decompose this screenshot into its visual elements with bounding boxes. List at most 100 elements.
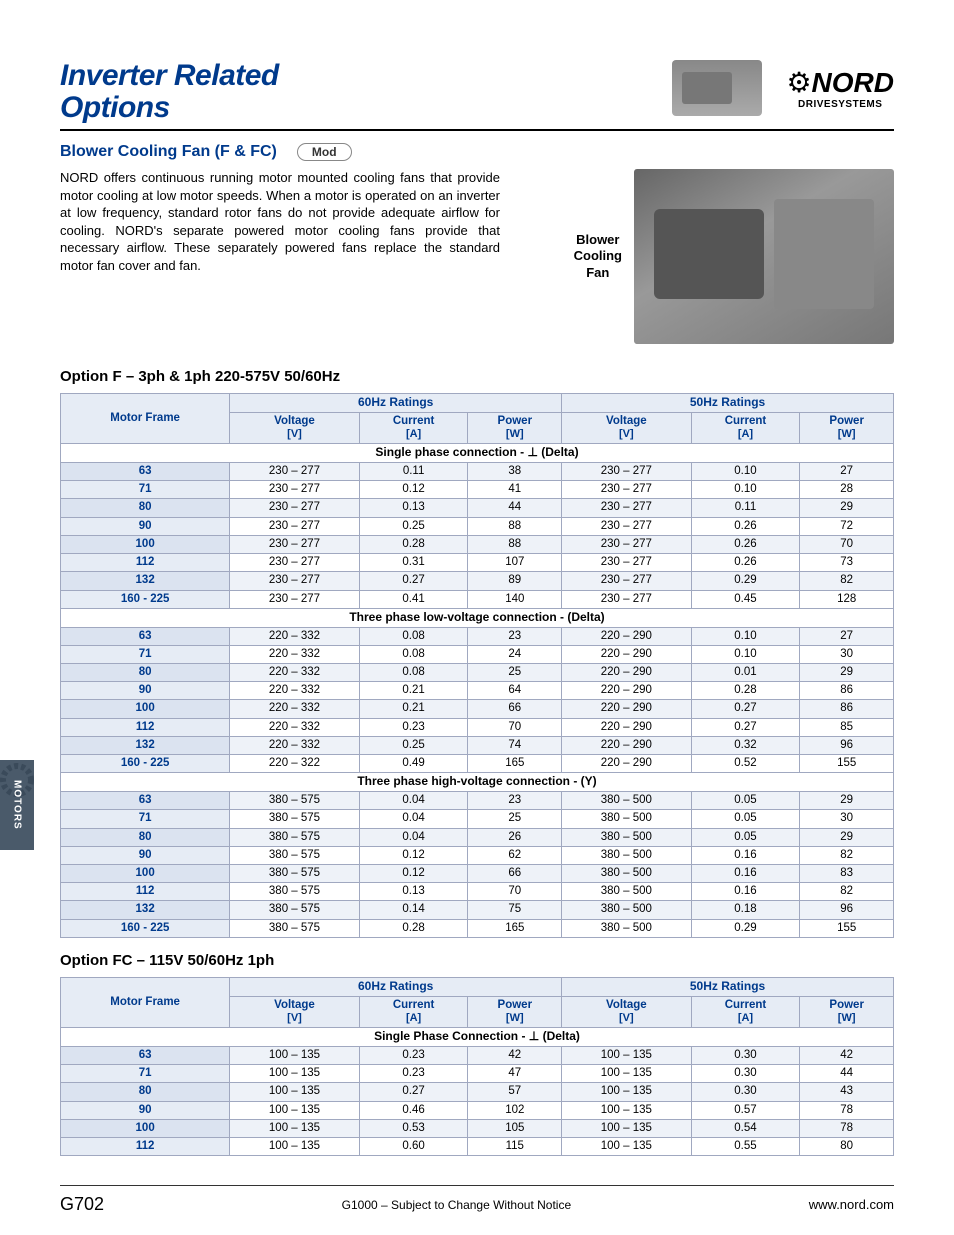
cell-value: 380 – 500 <box>562 883 691 901</box>
cell-value: 0.12 <box>359 865 468 883</box>
mod-badge: Mod <box>297 143 352 161</box>
cell-value: 0.12 <box>359 481 468 499</box>
table-section-label: Single phase connection - ⊥ (Delta) <box>61 444 894 463</box>
page-header: Inverter Related Options ⚙NORD DRIVESYST… <box>60 60 894 131</box>
table-row: 160 - 225220 – 3220.49165220 – 2900.5215… <box>61 755 894 773</box>
cell-value: 100 – 135 <box>562 1119 691 1137</box>
cell-value: 380 – 575 <box>230 792 359 810</box>
table-row: 112230 – 2770.31107230 – 2770.2673 <box>61 554 894 572</box>
table-row: 63380 – 5750.0423380 – 5000.0529 <box>61 792 894 810</box>
cell-value: 0.10 <box>691 481 800 499</box>
cell-motor-frame: 160 - 225 <box>61 590 230 608</box>
cell-value: 230 – 277 <box>230 499 359 517</box>
cell-value: 220 – 332 <box>230 718 359 736</box>
cell-value: 0.45 <box>691 590 800 608</box>
cell-value: 29 <box>800 499 894 517</box>
cell-motor-frame: 100 <box>61 1119 230 1137</box>
cell-value: 82 <box>800 846 894 864</box>
cell-value: 0.30 <box>691 1046 800 1064</box>
cell-value: 0.31 <box>359 554 468 572</box>
cell-motor-frame: 100 <box>61 700 230 718</box>
cell-value: 165 <box>468 755 562 773</box>
nord-logo: ⚙NORD DRIVESYSTEMS <box>786 66 894 110</box>
cell-value: 43 <box>800 1083 894 1101</box>
cell-value: 44 <box>468 499 562 517</box>
cell-value: 30 <box>800 810 894 828</box>
cell-value: 0.49 <box>359 755 468 773</box>
cell-value: 0.32 <box>691 736 800 754</box>
cell-motor-frame: 100 <box>61 535 230 553</box>
intro-paragraph: NORD offers continuous running motor mou… <box>60 169 500 274</box>
cell-value: 0.25 <box>359 517 468 535</box>
cell-value: 140 <box>468 590 562 608</box>
cell-value: 100 – 135 <box>230 1119 359 1137</box>
cell-value: 0.14 <box>359 901 468 919</box>
cell-motor-frame: 63 <box>61 1046 230 1064</box>
table-row: 112220 – 3320.2370220 – 2900.2785 <box>61 718 894 736</box>
cell-value: 0.27 <box>359 1083 468 1101</box>
table-f-body: Single phase connection - ⊥ (Delta)63230… <box>61 444 894 938</box>
col-w50: Power[W] <box>800 412 894 443</box>
section-heading-row: Blower Cooling Fan (F & FC) Mod <box>60 143 894 161</box>
cell-value: 380 – 575 <box>230 846 359 864</box>
cell-value: 29 <box>800 828 894 846</box>
col-v60: Voltage[V] <box>230 412 359 443</box>
col-a50: Current[A] <box>691 412 800 443</box>
cell-value: 42 <box>468 1046 562 1064</box>
cell-value: 220 – 290 <box>562 645 691 663</box>
cell-motor-frame: 112 <box>61 718 230 736</box>
blower-fan-image <box>634 169 894 344</box>
cell-motor-frame: 160 - 225 <box>61 919 230 937</box>
cell-value: 86 <box>800 682 894 700</box>
cell-value: 230 – 277 <box>230 590 359 608</box>
cell-value: 74 <box>468 736 562 754</box>
table-row: 71100 – 1350.2347100 – 1350.3044 <box>61 1065 894 1083</box>
cell-value: 0.16 <box>691 846 800 864</box>
cell-value: 380 – 500 <box>562 919 691 937</box>
cell-value: 23 <box>468 792 562 810</box>
cell-value: 115 <box>468 1138 562 1156</box>
cell-value: 66 <box>468 700 562 718</box>
cell-value: 380 – 575 <box>230 810 359 828</box>
cell-value: 0.18 <box>691 901 800 919</box>
cell-value: 230 – 277 <box>562 517 691 535</box>
cell-value: 0.57 <box>691 1101 800 1119</box>
cell-value: 380 – 575 <box>230 883 359 901</box>
fan-image-label: BlowerCoolingFan <box>574 232 622 281</box>
cell-value: 380 – 500 <box>562 846 691 864</box>
cell-value: 380 – 575 <box>230 901 359 919</box>
cell-value: 0.16 <box>691 883 800 901</box>
header-logos: ⚙NORD DRIVESYSTEMS <box>672 60 894 116</box>
cell-value: 100 – 135 <box>562 1083 691 1101</box>
cell-motor-frame: 80 <box>61 828 230 846</box>
cell-value: 0.01 <box>691 664 800 682</box>
motor-thumbnail-image <box>672 60 762 116</box>
cell-value: 155 <box>800 919 894 937</box>
cell-value: 380 – 575 <box>230 865 359 883</box>
cell-value: 0.10 <box>691 627 800 645</box>
cell-value: 73 <box>800 554 894 572</box>
cell-value: 0.08 <box>359 664 468 682</box>
col-w60: Power[W] <box>468 996 562 1027</box>
cell-value: 0.28 <box>359 919 468 937</box>
cell-value: 23 <box>468 627 562 645</box>
cell-value: 380 – 500 <box>562 828 691 846</box>
cell-value: 0.29 <box>691 572 800 590</box>
cell-value: 128 <box>800 590 894 608</box>
cell-value: 83 <box>800 865 894 883</box>
side-tab-motors: MOTORS <box>0 760 34 850</box>
col-v50: Voltage[V] <box>562 412 691 443</box>
cell-value: 75 <box>468 901 562 919</box>
cell-value: 0.05 <box>691 792 800 810</box>
cell-value: 230 – 277 <box>230 463 359 481</box>
cell-value: 82 <box>800 572 894 590</box>
cell-value: 44 <box>800 1065 894 1083</box>
cell-value: 230 – 277 <box>230 554 359 572</box>
cell-value: 29 <box>800 792 894 810</box>
cell-motor-frame: 112 <box>61 1138 230 1156</box>
cell-value: 0.29 <box>691 919 800 937</box>
table-row: 71380 – 5750.0425380 – 5000.0530 <box>61 810 894 828</box>
cell-value: 42 <box>800 1046 894 1064</box>
cell-value: 96 <box>800 736 894 754</box>
col-a50: Current[A] <box>691 996 800 1027</box>
